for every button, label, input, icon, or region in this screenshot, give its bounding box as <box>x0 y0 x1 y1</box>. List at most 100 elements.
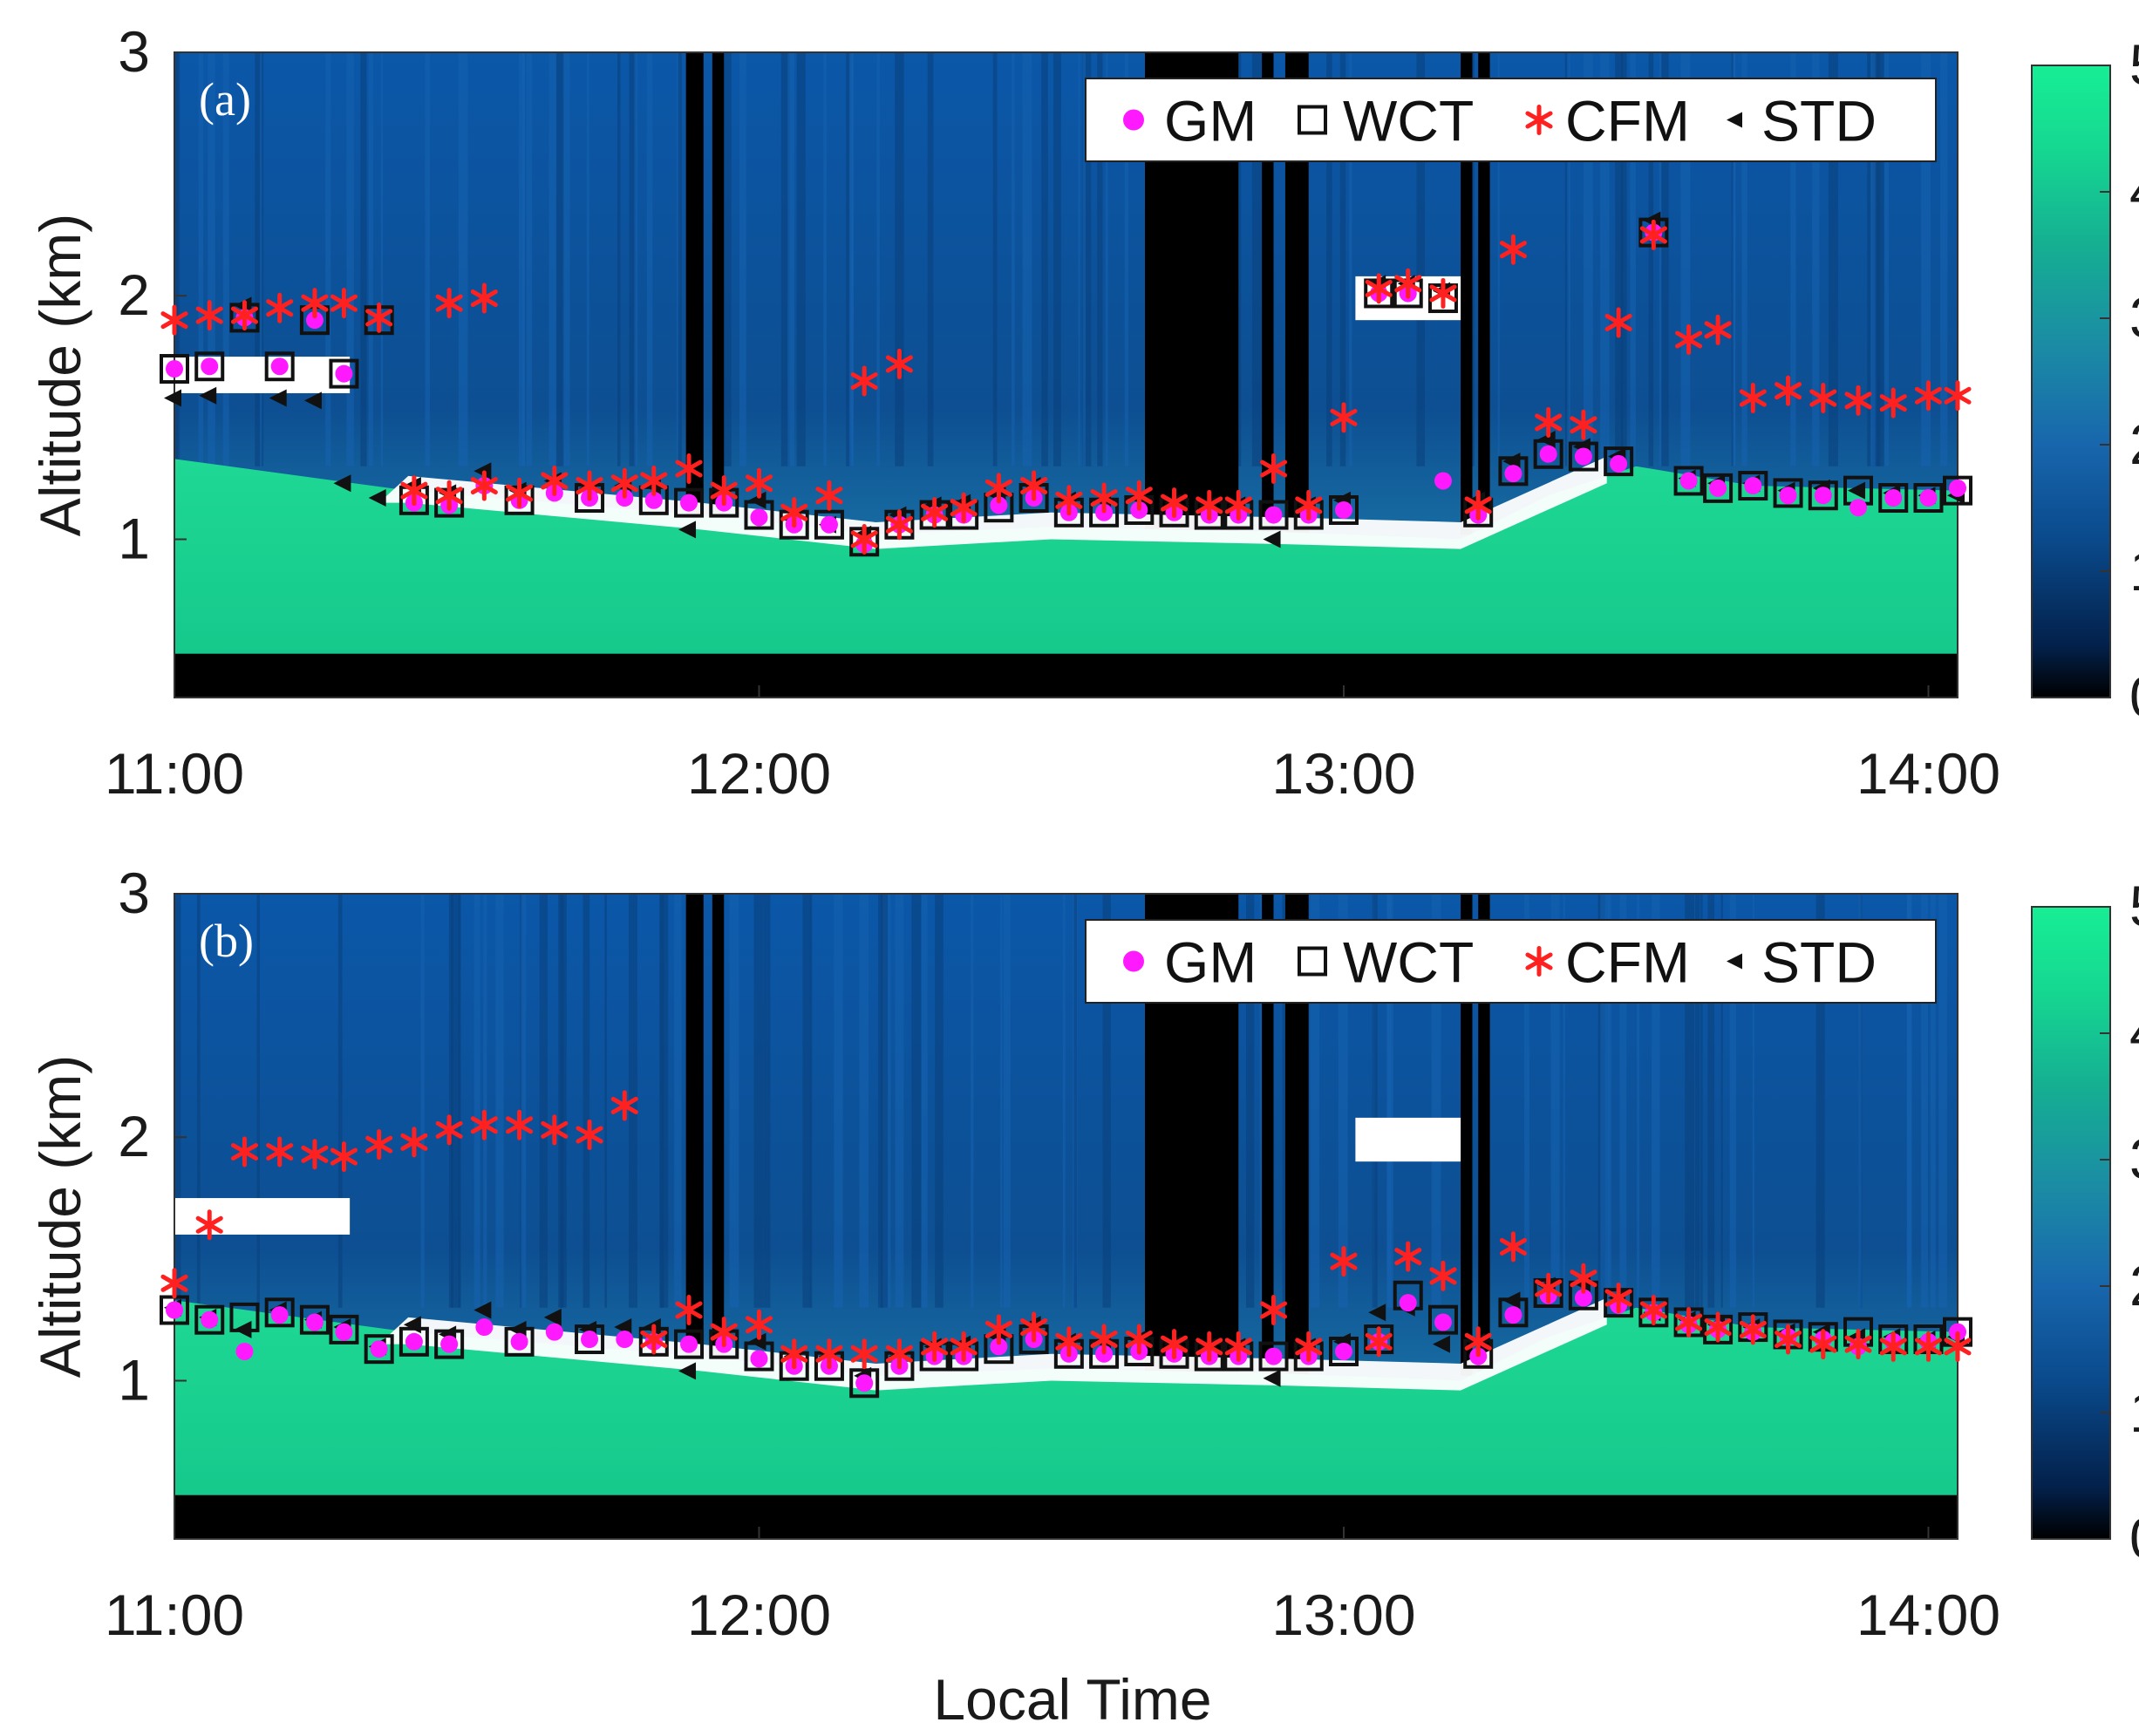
cfm-point <box>1675 1306 1703 1338</box>
colorbar-tick-label: 5 <box>2129 874 2139 938</box>
wct-point <box>674 1329 705 1359</box>
cfm-point <box>435 1114 463 1146</box>
cfm-point <box>1914 1331 1943 1362</box>
gm-point <box>680 494 698 512</box>
gm-point <box>1504 465 1523 483</box>
cfm-point <box>675 453 703 485</box>
cfm-point <box>541 1114 569 1146</box>
cfm-point <box>1704 314 1732 345</box>
cfm-point <box>640 465 668 496</box>
cfm-point <box>984 473 1012 504</box>
gm-point <box>510 1332 528 1351</box>
std-point <box>1848 481 1866 500</box>
gm-point <box>1334 500 1352 519</box>
wct-point <box>1604 446 1634 477</box>
legend-label: STD <box>1761 930 1877 995</box>
gm-point <box>201 357 219 376</box>
legend-gm-marker <box>1123 109 1144 131</box>
gm-point <box>1434 1313 1452 1331</box>
colorbar: 0 1 2 3 4 5 <box>2031 32 2139 729</box>
cfm-point <box>885 509 913 541</box>
data-markers <box>160 211 1972 557</box>
cfm-point <box>1879 1331 1907 1362</box>
legend-gm-marker <box>1123 950 1144 972</box>
gm-point <box>335 1323 353 1341</box>
cfm-point <box>195 1209 223 1241</box>
legend: GM WCT CFM STD <box>1085 78 1937 162</box>
cfm-point <box>815 480 843 511</box>
gm-point <box>1264 1347 1283 1365</box>
cfm-point <box>850 365 878 397</box>
legend-cfm-marker <box>1525 946 1553 977</box>
legend-wct-marker <box>1298 105 1327 135</box>
y-tick-label: 2 <box>118 262 150 327</box>
wct-point <box>1773 478 1803 508</box>
cfm-point <box>330 1141 358 1173</box>
cfm-point <box>1944 1331 1972 1362</box>
std-point <box>333 474 351 493</box>
gm-point <box>201 1311 219 1329</box>
colorbar-tick-label: 0 <box>2129 1506 2139 1570</box>
cfm-point <box>1330 1246 1358 1277</box>
gm-point <box>616 1331 634 1349</box>
gm-point <box>1610 454 1628 473</box>
std-point <box>269 389 287 407</box>
std-point <box>234 1320 252 1338</box>
wct-point <box>1738 471 1768 501</box>
wct-point <box>364 1334 394 1365</box>
gm-point <box>1949 479 1966 497</box>
cfm-point <box>640 1324 668 1355</box>
cfm-point <box>1775 375 1802 406</box>
cfm-point <box>1394 1241 1422 1272</box>
gm-point <box>750 508 768 527</box>
gm-point <box>644 491 663 509</box>
gm-point <box>990 496 1008 514</box>
wct-point <box>849 1368 880 1399</box>
gm-point <box>1919 489 1938 507</box>
cfm-point <box>160 304 188 336</box>
cfm-point <box>365 302 393 333</box>
legend-label: WCT <box>1343 930 1474 995</box>
cfm-point <box>710 475 738 507</box>
cfm-point <box>435 288 463 319</box>
cfm-point <box>1844 385 1872 416</box>
colorbar-tick-label: 2 <box>2129 1253 2139 1317</box>
wct-point <box>160 354 189 385</box>
cfm-point <box>195 300 223 331</box>
gm-point <box>990 1338 1008 1356</box>
legend-label: GM <box>1164 89 1257 153</box>
colorbar-tick-label: 0 <box>2129 664 2139 729</box>
x-tick-label: 11:00 <box>105 1583 244 1647</box>
legend-label: CFM <box>1565 930 1690 995</box>
gm-point <box>1574 447 1592 466</box>
std-point <box>1368 1304 1386 1322</box>
cfm-point <box>1535 406 1563 438</box>
cfm-point <box>1224 1331 1252 1362</box>
wct-point <box>1703 473 1734 503</box>
cfm-point <box>1639 219 1667 250</box>
x-tick-label: 12:00 <box>687 1583 831 1647</box>
cfm-point <box>470 1109 498 1140</box>
cfm-point <box>160 1268 188 1299</box>
gm-point <box>680 1335 698 1353</box>
cfm-point <box>1570 409 1597 440</box>
cfm-point <box>780 1338 808 1370</box>
cfm-point <box>1020 470 1048 501</box>
cfm-point <box>470 470 498 501</box>
wct-point <box>194 1304 225 1335</box>
gm-point <box>405 1332 423 1351</box>
std-point <box>473 1301 492 1319</box>
gm-point <box>166 1301 183 1319</box>
gm-point <box>1744 477 1762 495</box>
gm-point <box>1539 445 1557 463</box>
wct-point <box>1258 1341 1289 1372</box>
cfm-point <box>780 497 808 528</box>
cfm-point <box>745 1309 773 1340</box>
cfm-point <box>1020 1311 1048 1343</box>
cfm-point <box>1879 387 1907 419</box>
cfm-point <box>950 1331 978 1362</box>
wct-point <box>1258 500 1289 530</box>
gm-point <box>1504 1306 1523 1324</box>
cfm-point <box>1704 1311 1732 1343</box>
wct-point <box>329 358 359 389</box>
